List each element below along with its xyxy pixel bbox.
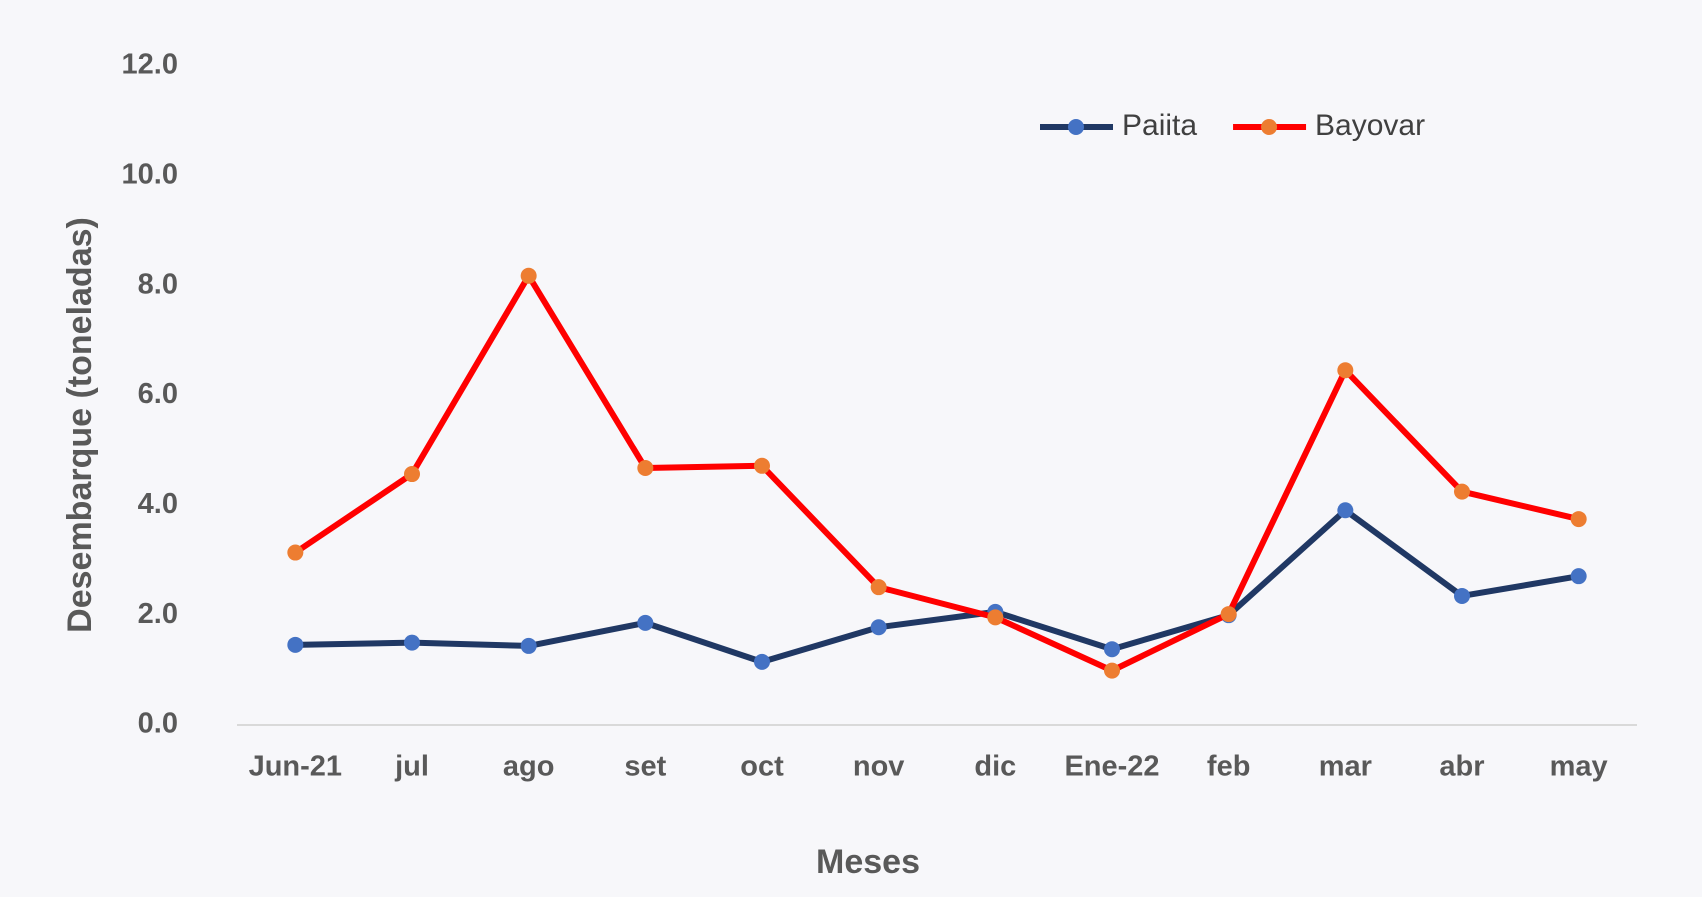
data-point [870,579,887,596]
legend-label: Paiita [1122,109,1197,142]
y-tick-label: 12.0 [122,49,178,81]
x-tick-label: abr [1439,751,1484,783]
y-tick-label: 8.0 [138,268,178,300]
y-tick-label: 6.0 [138,378,178,410]
data-point [1337,502,1354,519]
x-tick-label: set [624,751,666,783]
data-point [1104,641,1120,658]
x-tick-label: mar [1319,751,1372,783]
y-axis-title: Desembarque (toneladas) [61,217,99,633]
data-point [754,653,770,670]
data-point [520,267,537,284]
data-point [1454,587,1470,604]
legend-marker [1261,119,1278,135]
y-tick-label: 2.0 [138,598,178,630]
x-tick-label: Ene-22 [1064,751,1159,783]
x-tick-label: jul [394,751,429,783]
x-tick-label: oct [740,751,784,783]
data-point [287,544,304,561]
y-tick-label: 4.0 [138,488,178,520]
data-point [1454,483,1470,500]
x-tick-label: dic [974,751,1016,783]
x-tick-label: nov [853,751,905,783]
x-tick-label: may [1550,751,1608,783]
data-point [1570,568,1587,585]
y-tick-label: 0.0 [138,708,178,740]
legend-label: Bayovar [1315,109,1425,142]
data-point [637,614,654,631]
x-tick-label: ago [503,751,555,783]
x-tick-label: feb [1207,751,1251,783]
data-point [637,459,654,476]
x-axis-title: Meses [816,843,920,881]
data-point [1337,362,1354,379]
data-point [404,634,420,651]
data-point [287,636,304,653]
x-tick-label: Jun-21 [249,751,342,783]
data-point [520,637,537,654]
data-point [404,466,420,483]
legend-marker [1068,119,1084,135]
y-tick-label: 10.0 [122,158,178,190]
series-line [293,272,1580,674]
data-point [1220,606,1237,623]
data-point [870,619,887,636]
data-point [1104,662,1120,679]
data-point [1570,511,1587,528]
series-line [295,507,1580,665]
data-point [754,457,770,474]
data-point [987,609,1004,626]
